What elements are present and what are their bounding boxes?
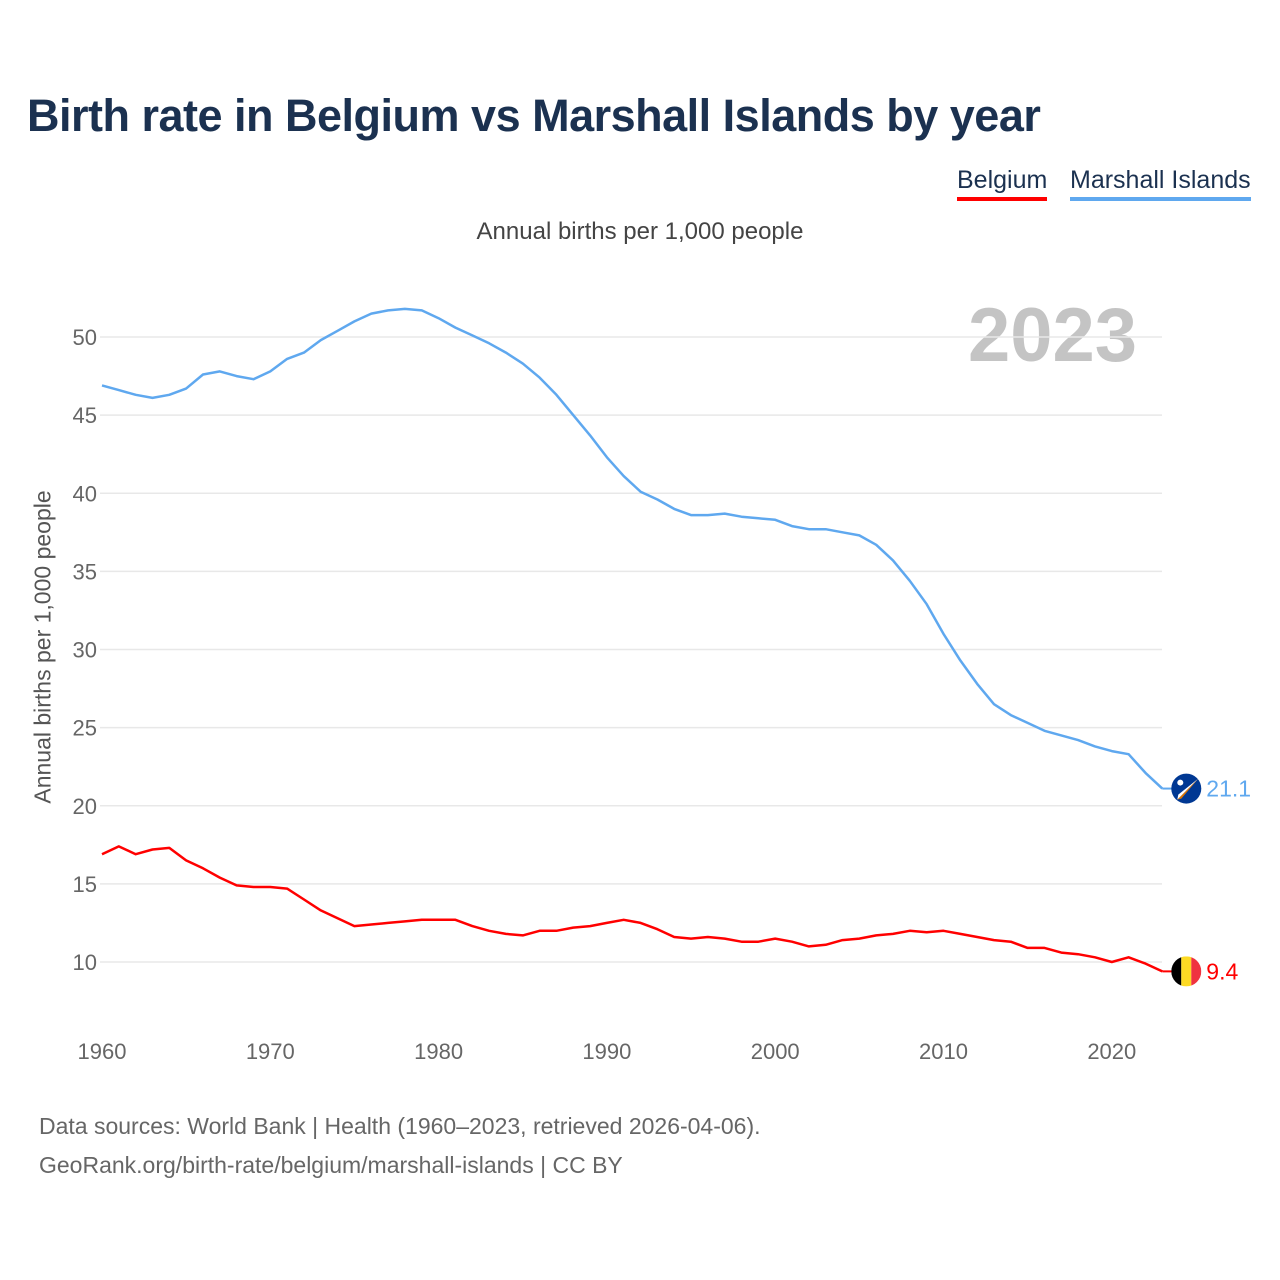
year-label: 2023 bbox=[968, 293, 1138, 378]
data-source-text: Data sources: World Bank | Health (1960–… bbox=[39, 1113, 761, 1139]
end-value-label: 9.4 bbox=[1206, 958, 1238, 984]
y-tick-label: 40 bbox=[73, 481, 97, 506]
x-tick-label: 1960 bbox=[78, 1039, 127, 1064]
y-tick-label: 10 bbox=[73, 950, 97, 975]
x-tick-label: 1990 bbox=[582, 1039, 631, 1064]
footer: Data sources: World Bank | Health (1960–… bbox=[39, 1107, 761, 1185]
x-tick-label: 2010 bbox=[919, 1039, 968, 1064]
chart-subtitle: Annual births per 1,000 people bbox=[476, 218, 804, 245]
y-tick-label: 15 bbox=[73, 872, 97, 897]
chart-title: Birth rate in Belgium vs Marshall Island… bbox=[27, 90, 1041, 141]
y-tick-label: 30 bbox=[73, 638, 97, 663]
y-tick-label: 50 bbox=[73, 325, 97, 350]
end-value-label: 21.1 bbox=[1206, 776, 1251, 802]
legend-item-belgium[interactable]: Belgium bbox=[957, 166, 1048, 201]
y-tick-label: 35 bbox=[73, 559, 97, 584]
y-tick-label: 45 bbox=[73, 403, 97, 428]
belgium-flag-icon bbox=[1171, 956, 1202, 987]
marshall-islands-flag-icon bbox=[1171, 773, 1202, 804]
x-tick-label: 2000 bbox=[751, 1039, 800, 1064]
y-tick-label: 25 bbox=[73, 716, 97, 741]
x-tick-label: 2020 bbox=[1087, 1039, 1136, 1064]
x-tick-label: 1980 bbox=[414, 1039, 463, 1064]
x-tick-label: 1970 bbox=[246, 1039, 295, 1064]
series-line-marshall-islands bbox=[101, 307, 1164, 790]
y-tick-label: 20 bbox=[73, 794, 97, 819]
series-line-belgium bbox=[101, 845, 1163, 973]
attribution-text: GeoRank.org/birth-rate/belgium/marshall-… bbox=[39, 1152, 623, 1178]
legend-item-marshall-islands[interactable]: Marshall Islands bbox=[1070, 166, 1251, 201]
